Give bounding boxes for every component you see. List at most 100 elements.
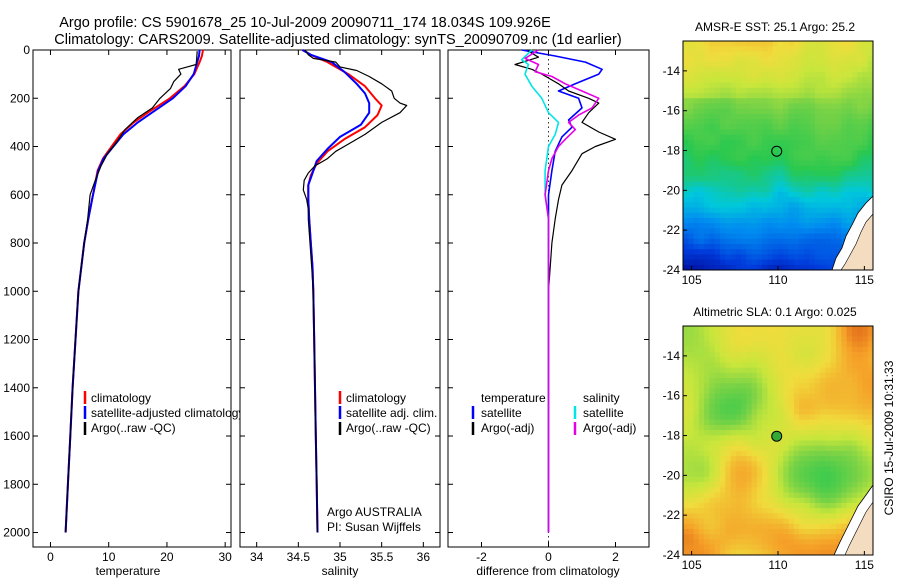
map-cell	[809, 61, 816, 68]
map-cell	[741, 523, 747, 530]
map-cell	[783, 440, 790, 447]
map-cell	[751, 352, 758, 358]
map-cell	[725, 523, 732, 530]
map-cell	[746, 367, 753, 374]
map-cell	[793, 544, 800, 551]
map-cell	[683, 367, 689, 374]
map-cell	[751, 508, 758, 514]
map-cell	[751, 98, 758, 105]
map-cell	[772, 362, 779, 369]
map-cell	[735, 254, 742, 261]
map-cell	[783, 103, 790, 110]
map-cell	[862, 367, 869, 374]
map-cell	[767, 191, 774, 198]
map-cell	[709, 129, 716, 136]
map-cell	[741, 508, 747, 514]
map-cell	[746, 409, 753, 416]
map-cell	[851, 414, 858, 421]
map-cell	[846, 378, 853, 384]
map-cell	[756, 139, 763, 146]
map-cell	[783, 238, 790, 245]
map-cell	[751, 134, 758, 141]
map-cell	[799, 404, 805, 410]
map-cell	[788, 419, 795, 426]
map-cell	[714, 165, 721, 172]
map-cell	[709, 113, 716, 120]
map-cell	[846, 461, 853, 468]
map-cell	[730, 77, 737, 84]
map-y-tick-label: -22	[663, 508, 681, 522]
map-cell	[735, 217, 742, 224]
map-cell	[836, 181, 842, 188]
map-cell	[719, 134, 726, 141]
map-cell	[693, 87, 700, 94]
map-cell	[814, 482, 821, 488]
map-cell	[809, 430, 816, 436]
map-cell	[804, 98, 811, 105]
map-cell	[783, 212, 790, 219]
map-cell	[688, 165, 695, 172]
map-cell	[688, 243, 695, 250]
map-cell	[836, 197, 842, 203]
map-cell	[825, 430, 832, 436]
map-cell	[719, 544, 726, 551]
map-cell	[825, 352, 832, 358]
map-cell	[820, 46, 827, 52]
map-cell	[746, 341, 753, 348]
map-y-tick-label: -16	[663, 104, 681, 118]
map-cell	[804, 336, 811, 343]
map-cell	[719, 513, 726, 520]
x-tick-label: 20	[160, 550, 174, 564]
map-cell	[756, 150, 763, 157]
map-cell	[751, 77, 758, 84]
map-cell	[862, 435, 869, 442]
map-cell	[704, 93, 710, 99]
map-cell	[778, 367, 784, 374]
map-cell	[751, 72, 758, 79]
map-cell	[709, 409, 716, 416]
map-cell	[762, 223, 769, 229]
map-cell	[693, 139, 700, 146]
map-cell	[793, 378, 800, 384]
map-cell	[756, 409, 763, 416]
map-cell	[804, 367, 811, 374]
map-cell	[830, 341, 837, 348]
map-cell	[772, 259, 779, 266]
map-cell	[846, 466, 853, 473]
map-cell	[735, 456, 742, 462]
map-cell	[793, 207, 800, 214]
map-cell	[725, 357, 732, 364]
map-cell	[788, 393, 795, 400]
map-cell	[772, 217, 779, 224]
map-cell	[751, 326, 758, 332]
map-cell	[836, 145, 842, 151]
map-cell	[683, 341, 689, 348]
map-cell	[778, 487, 784, 494]
map-cell	[799, 56, 805, 63]
map-y-tick-label: -22	[663, 223, 681, 237]
map-cell	[767, 72, 774, 79]
map-cell	[746, 497, 753, 504]
map-cell	[772, 419, 779, 426]
map-cell	[788, 228, 795, 235]
map-cell	[688, 238, 695, 245]
map-cell	[735, 72, 742, 79]
map-cell	[772, 502, 779, 509]
map-cell	[783, 487, 790, 494]
map-cell	[762, 383, 769, 390]
map-cell	[862, 160, 869, 167]
map-cell	[804, 508, 811, 514]
map-cell	[846, 108, 853, 115]
map-cell	[830, 367, 837, 374]
map-cell	[767, 414, 774, 421]
map-cell	[683, 264, 689, 270]
map-cell	[820, 243, 827, 250]
map-cell	[688, 191, 695, 198]
map-cell	[841, 482, 848, 488]
map-cell	[846, 207, 853, 214]
map-cell	[693, 191, 700, 198]
map-cell	[846, 61, 853, 68]
map-cell	[804, 212, 811, 219]
map-cell	[693, 82, 700, 89]
map-cell	[814, 378, 821, 384]
